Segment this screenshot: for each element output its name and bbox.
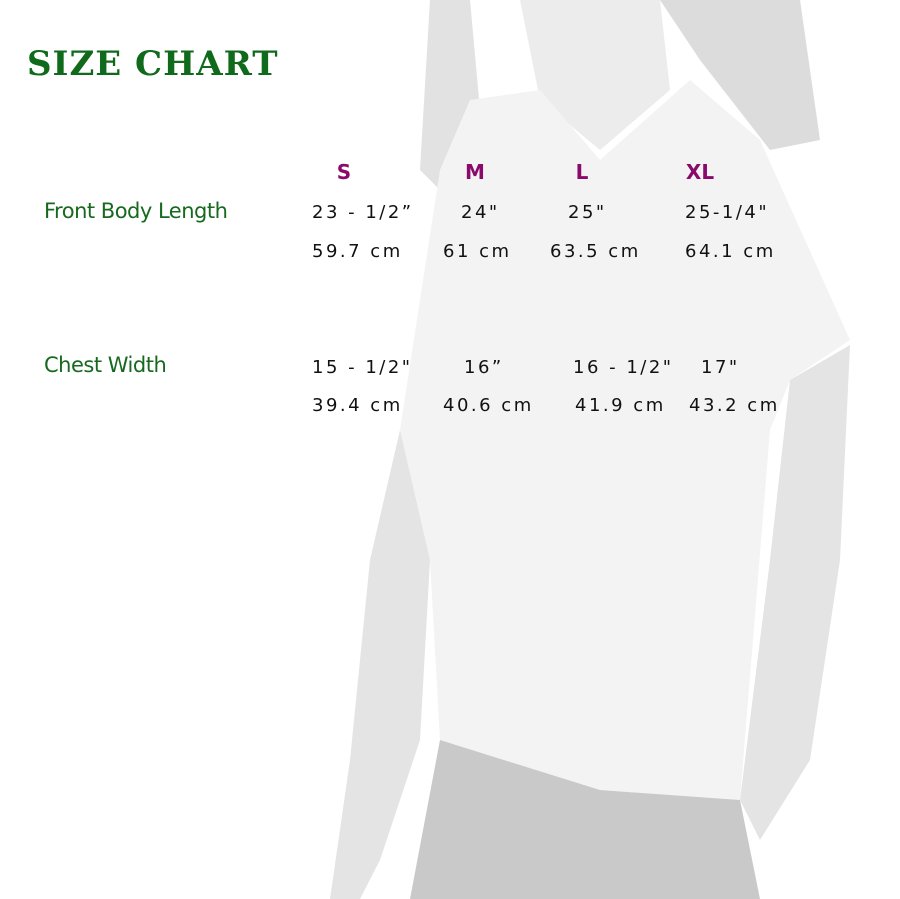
page-title: SIZE CHART <box>27 44 279 84</box>
value-cm: 40.6 cm <box>443 395 534 416</box>
value-cm: 61 cm <box>443 241 512 262</box>
value-inches: 23 - 1/2” <box>312 202 414 223</box>
value-cm: 64.1 cm <box>685 241 776 262</box>
value-inches: 25" <box>568 202 607 223</box>
value-cm: 39.4 cm <box>312 395 403 416</box>
value-cm: 59.7 cm <box>312 241 403 262</box>
value-cm: 43.2 cm <box>689 395 780 416</box>
value-cm: 63.5 cm <box>550 241 641 262</box>
row-label-front-body-length: Front Body Length <box>44 199 228 223</box>
value-inches: 25-1/4" <box>685 202 770 223</box>
size-header-xl: XL <box>685 160 715 184</box>
value-inches: 17" <box>701 357 740 378</box>
value-inches: 15 - 1/2" <box>312 357 413 378</box>
row-label-chest-width: Chest Width <box>44 353 167 377</box>
value-inches: 16” <box>464 357 504 378</box>
size-header-s: S <box>336 160 352 184</box>
size-header-l: L <box>575 160 589 184</box>
value-inches: 16 - 1/2" <box>573 357 674 378</box>
size-header-m: M <box>465 160 485 184</box>
value-cm: 41.9 cm <box>575 395 666 416</box>
value-inches: 24" <box>461 202 500 223</box>
